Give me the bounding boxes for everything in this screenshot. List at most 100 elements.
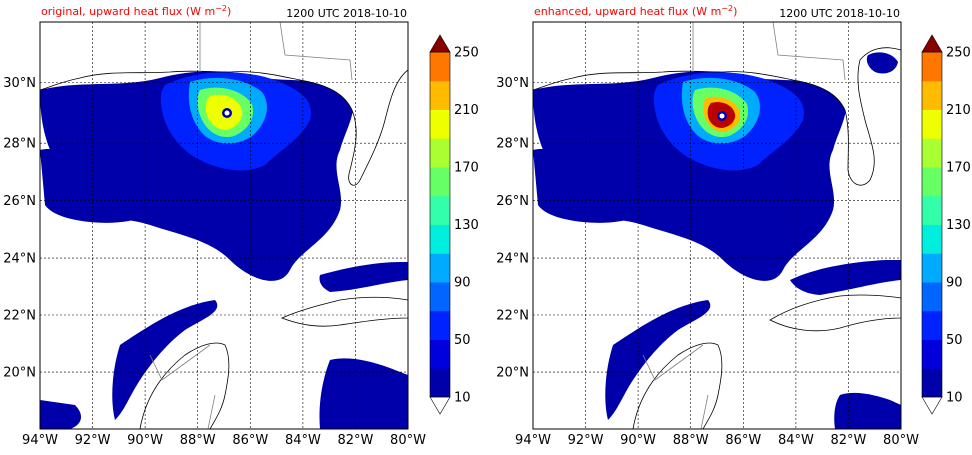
colorbar-bin [430,167,450,197]
colorbar-tick-label: 250 [454,46,479,61]
lat-tick: 22°N [496,309,529,324]
colorbar-extend-min [429,396,451,415]
border-mexico-guatemala [149,344,216,429]
flux-region-cuba [790,260,901,295]
flux-region-west [40,149,160,223]
colorbar-bin [430,253,450,283]
land-cuba [280,296,408,327]
colorbar-bin [430,138,450,168]
colorbar-bin [430,224,450,254]
colorbar-bin [922,109,942,139]
colorbar-bin [430,339,450,369]
land-cuba [769,294,901,332]
colorbar-bin [922,52,942,82]
lat-tick: 22°N [3,309,36,324]
colorbar-bin [922,224,942,254]
colorbar-outline [429,51,451,398]
lon-tick: 90°W [127,433,163,448]
colorbar-tick-label: 90 [946,276,963,291]
colorbar-extend-max [429,34,451,53]
colorbar-extend-max [921,34,943,53]
colorbar-tick-label: 50 [454,333,471,348]
land-yucatan [139,342,230,429]
lon-tick: 84°W [285,433,321,448]
colorbar-outline [921,51,943,398]
right-panel: enhanced, upward heat flux (W m−2) 1200 … [496,4,971,448]
colorbar-bin [922,195,942,225]
lat-tick: 20°N [496,366,529,381]
lat-tick: 24°N [3,252,36,267]
lon-tick: 90°W [620,433,656,448]
colorbar-bin [430,109,450,139]
lon-tick: 94°W [515,433,551,448]
colorbar-bin [922,282,942,312]
colorbar-tick-label: 130 [946,218,971,233]
lat-tick: 24°N [496,252,529,267]
colorbar-bin [430,282,450,312]
colorbar-bin [922,310,942,340]
flux-region-caribbean [834,392,901,429]
colorbar-tick-label: 90 [454,276,471,291]
colorbar-bin [922,138,942,168]
flux-region-south-patch [40,400,82,429]
border-us-states [692,22,846,81]
left-panel-time: 1200 UTC 2018-10-10 [286,7,407,20]
land-us-gulf-coast [533,22,901,186]
lon-tick: 82°W [830,433,866,448]
flux-region-florida-patch [866,52,898,74]
lon-tick: 86°W [232,433,268,448]
colorbar-tick-label: 210 [946,103,971,118]
colorbar-bin [922,167,942,197]
colorbar-bin [922,253,942,283]
left-colorbar: 10 50 90 130 170 210 250 [429,34,479,415]
border-us-states [199,22,353,81]
hurricane-eye-center [719,113,725,119]
land-yucatan [632,342,723,429]
lat-tick: 28°N [496,137,529,152]
left-panel-title: original, upward heat flux (W m−2) [41,4,231,18]
lat-tick: 30°N [3,76,36,91]
colorbar-bin [430,52,450,82]
lon-tick: 92°W [568,433,604,448]
lon-tick: 82°W [337,433,373,448]
left-lon-ticks: 94°W 92°W 90°W 88°W 86°W 84°W 82°W 80°W [22,433,426,448]
colorbar-bin [430,80,450,110]
colorbar-tick-label: 210 [454,103,479,118]
colorbar-tick-label: 130 [454,218,479,233]
colorbar-bin [922,368,942,398]
right-lat-ticks: 20°N 22°N 24°N 26°N 28°N 30°N [496,76,529,381]
colorbar-bin [430,368,450,398]
lon-tick: 84°W [778,433,814,448]
colorbar-bin [430,195,450,225]
lon-tick: 94°W [22,433,58,448]
flux-region-cuba [319,262,408,292]
flux-region-yucatan-band [112,300,218,420]
colorbar-tick-label: 10 [454,391,471,406]
colorbar-tick-label: 10 [946,391,963,406]
colorbar-tick-label: 250 [946,46,971,61]
lon-tick: 80°W [883,433,919,448]
flux-region-yucatan-band [605,300,711,420]
right-panel-time: 1200 UTC 2018-10-10 [779,7,900,20]
colorbar-tick-label: 170 [946,161,971,176]
lat-tick: 26°N [3,194,36,209]
lon-tick: 88°W [673,433,709,448]
colorbar-bin [430,310,450,340]
left-gridlines [40,22,408,429]
colorbar-extend-min [921,396,943,415]
left-map [39,21,409,430]
lon-tick: 92°W [75,433,111,448]
left-lat-ticks: 20°N 22°N 24°N 26°N 28°N 30°N [3,76,36,381]
flux-region-west [533,149,653,223]
lat-tick: 26°N [496,194,529,209]
lon-tick: 80°W [390,433,426,448]
lon-tick: 86°W [725,433,761,448]
right-colorbar: 10 50 90 130 170 210 250 [921,34,971,415]
colorbar-bin [922,339,942,369]
lat-tick: 28°N [3,137,36,152]
lat-tick: 30°N [496,76,529,91]
colorbar-tick-label: 170 [454,161,479,176]
right-lon-ticks: 94°W 92°W 90°W 88°W 86°W 84°W 82°W 80°W [515,433,919,448]
border-mexico-guatemala [642,344,709,429]
